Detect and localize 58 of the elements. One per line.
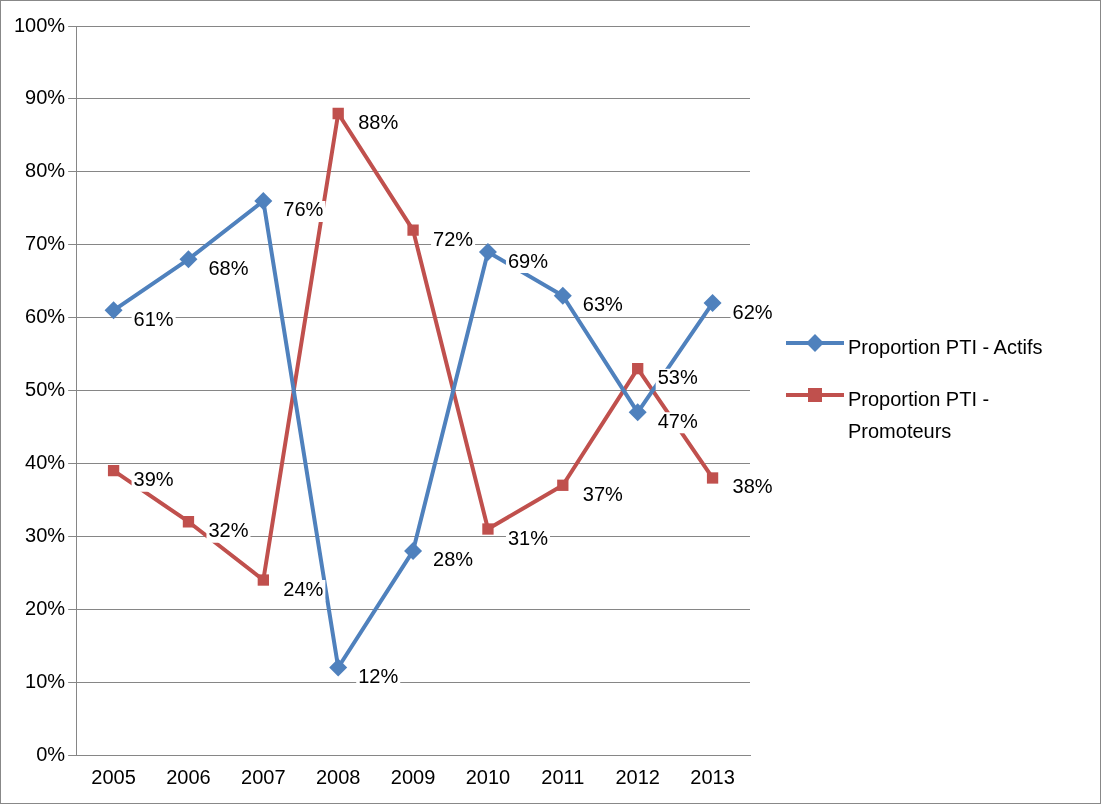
y-tick-label: 100% xyxy=(14,13,66,36)
point xyxy=(107,465,120,477)
y-tick-label: 10% xyxy=(25,669,66,692)
data-label: 63% xyxy=(582,293,624,316)
data-label: 31% xyxy=(507,526,549,549)
x-tick-label: 2011 xyxy=(541,765,585,788)
point xyxy=(407,224,419,236)
x-tick-label: 2013 xyxy=(690,765,735,788)
point xyxy=(706,472,719,484)
data-label: 37% xyxy=(582,482,624,505)
y-tick-label: 60% xyxy=(25,305,66,328)
point xyxy=(179,250,198,269)
y-tick-label: 20% xyxy=(25,596,66,619)
y-tick-label: 90% xyxy=(25,86,66,109)
data-label: 69% xyxy=(507,249,549,272)
y-tick-label: 50% xyxy=(25,378,66,401)
point xyxy=(254,191,273,210)
point xyxy=(482,523,494,535)
data-label: 12% xyxy=(358,665,399,688)
data-label: 68% xyxy=(208,256,249,279)
point xyxy=(628,403,647,422)
legend-label: Proportion PTI - Promoteurs xyxy=(848,387,991,444)
point xyxy=(332,107,344,120)
point xyxy=(557,479,569,491)
point xyxy=(104,301,123,320)
x-tick-label: 2006 xyxy=(166,765,211,788)
x-tick-label: 2008 xyxy=(315,765,361,788)
data-label: 61% xyxy=(133,307,174,330)
x-tick-label: 2005 xyxy=(91,765,136,788)
x-tick-label: 2012 xyxy=(615,765,660,788)
data-label: 53% xyxy=(657,366,698,389)
point xyxy=(182,516,195,528)
data-label: 28% xyxy=(433,548,474,571)
legend-label: Proportion PTI - Actifs xyxy=(848,335,1043,360)
point xyxy=(478,242,497,261)
y-tick-label: 40% xyxy=(25,450,66,473)
point xyxy=(703,294,722,313)
point xyxy=(404,541,423,560)
data-label: 24% xyxy=(283,577,324,600)
point xyxy=(632,362,644,375)
data-label: 76% xyxy=(283,198,324,221)
x-tick-label: 2010 xyxy=(465,765,511,788)
data-label: 47% xyxy=(657,409,698,432)
data-label: 38% xyxy=(732,475,773,498)
point xyxy=(553,286,572,305)
y-tick-label: 70% xyxy=(25,232,66,255)
data-label: 88% xyxy=(358,111,399,133)
data-label: 39% xyxy=(133,468,174,491)
data-label: 72% xyxy=(433,227,474,250)
y-tick-label: 0% xyxy=(36,742,66,765)
x-tick-label: 2007 xyxy=(241,765,286,788)
y-tick-label: 30% xyxy=(25,523,66,546)
x-tick-label: 2009 xyxy=(390,765,436,788)
point xyxy=(257,574,269,586)
data-label: 62% xyxy=(732,300,773,323)
y-tick-label: 80% xyxy=(25,159,66,182)
point xyxy=(329,658,348,677)
data-label: 32% xyxy=(208,519,249,542)
